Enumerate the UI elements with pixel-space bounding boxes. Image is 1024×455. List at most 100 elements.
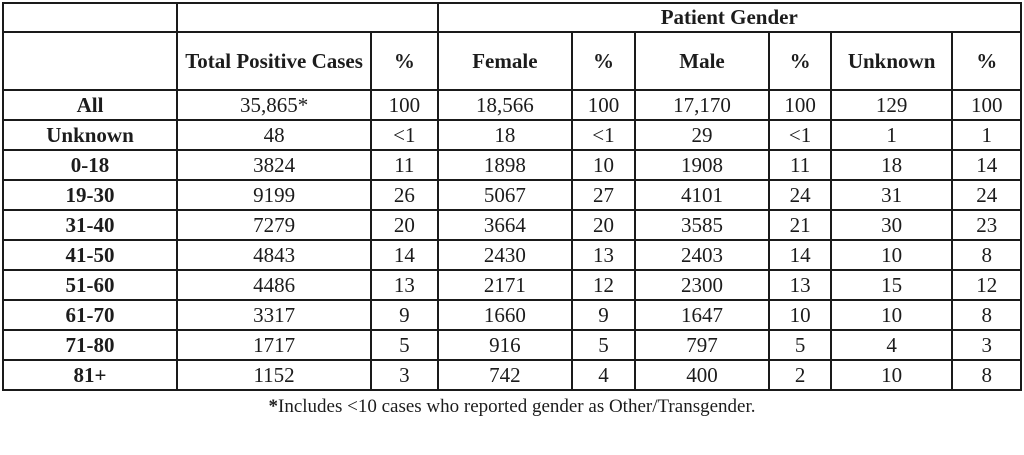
col-header-pct-unknown: % bbox=[951, 31, 1022, 91]
row-label: Unknown bbox=[2, 119, 178, 151]
table-cell: 18 bbox=[829, 149, 954, 181]
table-row-19-30: 19-30 9199 26 5067 27 4101 24 31 24 bbox=[2, 179, 1022, 211]
table-cell: 2171 bbox=[436, 269, 574, 301]
table-header-row-top: Patient Gender bbox=[2, 2, 1022, 33]
table-cell: 100 bbox=[951, 89, 1022, 121]
table-cell: 100 bbox=[370, 89, 439, 121]
patient-gender-table: Patient Gender Total Positive Cases % Fe… bbox=[2, 2, 1022, 391]
table-cell: 3824 bbox=[175, 149, 373, 181]
table-row-71-80: 71-80 1717 5 916 5 797 5 4 3 bbox=[2, 329, 1022, 361]
row-label: 61-70 bbox=[2, 299, 178, 331]
table-cell: 2300 bbox=[633, 269, 771, 301]
col-header-pct-total: % bbox=[370, 31, 439, 91]
table-row-81plus: 81+ 1152 3 742 4 400 2 10 8 bbox=[2, 359, 1022, 391]
col-header-male: Male bbox=[633, 31, 771, 91]
table-cell: 20 bbox=[370, 209, 439, 241]
table-cell: 5 bbox=[370, 329, 439, 361]
col-header-pct-male: % bbox=[768, 31, 832, 91]
corner-empty-cell bbox=[2, 2, 178, 33]
table-cell: 13 bbox=[768, 269, 832, 301]
table-cell: 13 bbox=[370, 269, 439, 301]
table-cell: 2 bbox=[768, 359, 832, 391]
table-row-61-70: 61-70 3317 9 1660 9 1647 10 10 8 bbox=[2, 299, 1022, 331]
row-label: 41-50 bbox=[2, 239, 178, 271]
table-cell: 3317 bbox=[175, 299, 373, 331]
table-cell: 5067 bbox=[436, 179, 574, 211]
table-cell: <1 bbox=[370, 119, 439, 151]
table-cell: 5 bbox=[768, 329, 832, 361]
table-cell: 1152 bbox=[175, 359, 373, 391]
table-cell: 10 bbox=[768, 299, 832, 331]
table-cell: 4101 bbox=[633, 179, 771, 211]
table-cell: 2403 bbox=[633, 239, 771, 271]
table-cell: 100 bbox=[768, 89, 832, 121]
table-row-unknown: Unknown 48 <1 18 <1 29 <1 1 1 bbox=[2, 119, 1022, 151]
table-cell: 35,865* bbox=[175, 89, 373, 121]
table-cell: 1898 bbox=[436, 149, 574, 181]
table-cell: 5 bbox=[571, 329, 636, 361]
table-cell: 30 bbox=[829, 209, 954, 241]
table-cell: 1 bbox=[829, 119, 954, 151]
row-label: 31-40 bbox=[2, 209, 178, 241]
row-label: All bbox=[2, 89, 178, 121]
patient-gender-group-header: Patient Gender bbox=[436, 2, 1022, 33]
table-cell: 7279 bbox=[175, 209, 373, 241]
table-cell: 13 bbox=[571, 239, 636, 271]
row-label: 0-18 bbox=[2, 149, 178, 181]
table-cell: 4 bbox=[571, 359, 636, 391]
table-row-41-50: 41-50 4843 14 2430 13 2403 14 10 8 bbox=[2, 239, 1022, 271]
table-cell: 4 bbox=[829, 329, 954, 361]
table-cell: 742 bbox=[436, 359, 574, 391]
table-cell: 1717 bbox=[175, 329, 373, 361]
table-cell: 9199 bbox=[175, 179, 373, 211]
table-cell: 27 bbox=[571, 179, 636, 211]
table-cell: 20 bbox=[571, 209, 636, 241]
table-cell: 400 bbox=[633, 359, 771, 391]
col-header-unknown: Unknown bbox=[829, 31, 954, 91]
table-cell: 1908 bbox=[633, 149, 771, 181]
table-cell: 11 bbox=[370, 149, 439, 181]
table-cell: 12 bbox=[571, 269, 636, 301]
table-cell: 11 bbox=[768, 149, 832, 181]
table-cell: 1 bbox=[951, 119, 1022, 151]
footnote: *Includes <10 cases who reported gender … bbox=[0, 396, 1024, 418]
table-row-all: All 35,865* 100 18,566 100 17,170 100 12… bbox=[2, 89, 1022, 121]
table-cell: 24 bbox=[768, 179, 832, 211]
table-cell: 2430 bbox=[436, 239, 574, 271]
table-cell: 24 bbox=[951, 179, 1022, 211]
table-cell: 18 bbox=[436, 119, 574, 151]
table-cell: 100 bbox=[571, 89, 636, 121]
table-cell: 12 bbox=[951, 269, 1022, 301]
table-cell: <1 bbox=[571, 119, 636, 151]
col-header-female: Female bbox=[436, 31, 574, 91]
table-cell: 18,566 bbox=[436, 89, 574, 121]
table-cell: 9 bbox=[370, 299, 439, 331]
table-cell: 23 bbox=[951, 209, 1022, 241]
table-cell: 15 bbox=[829, 269, 954, 301]
table-cell: 10 bbox=[571, 149, 636, 181]
table-cell: 8 bbox=[951, 299, 1022, 331]
table-cell: 10 bbox=[829, 239, 954, 271]
table-cell: 797 bbox=[633, 329, 771, 361]
table-row-0-18: 0-18 3824 11 1898 10 1908 11 18 14 bbox=[2, 149, 1022, 181]
table-cell: 14 bbox=[768, 239, 832, 271]
table-cell: 3 bbox=[370, 359, 439, 391]
table-cell: 1660 bbox=[436, 299, 574, 331]
table-row-31-40: 31-40 7279 20 3664 20 3585 21 30 23 bbox=[2, 209, 1022, 241]
row-label: 71-80 bbox=[2, 329, 178, 361]
table-cell: 31 bbox=[829, 179, 954, 211]
table-cell: 4486 bbox=[175, 269, 373, 301]
table-cell: 29 bbox=[633, 119, 771, 151]
table-cell: 4843 bbox=[175, 239, 373, 271]
table-cell: 10 bbox=[829, 359, 954, 391]
table-cell: 9 bbox=[571, 299, 636, 331]
table-cell: 3585 bbox=[633, 209, 771, 241]
table-row-51-60: 51-60 4486 13 2171 12 2300 13 15 12 bbox=[2, 269, 1022, 301]
table-cell: 48 bbox=[175, 119, 373, 151]
table-cell: 129 bbox=[829, 89, 954, 121]
table-header-row: Total Positive Cases % Female % Male % U… bbox=[2, 31, 1022, 91]
table-cell: 21 bbox=[768, 209, 832, 241]
row-label: 51-60 bbox=[2, 269, 178, 301]
table-cell: 14 bbox=[951, 149, 1022, 181]
